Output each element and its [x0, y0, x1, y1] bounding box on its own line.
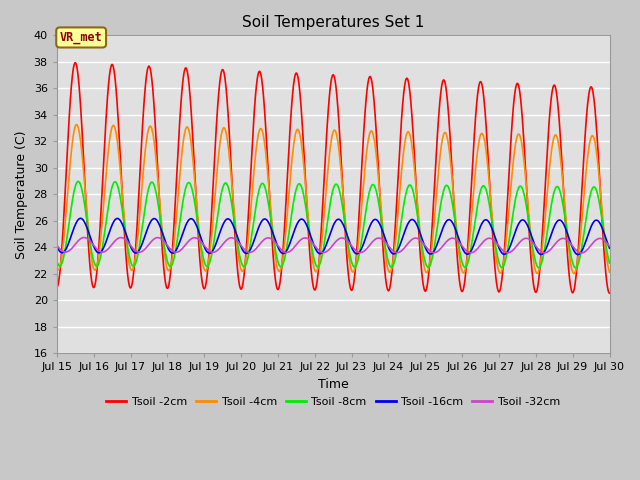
Tsoil -8cm: [605, 260, 613, 266]
Line: Tsoil -8cm: Tsoil -8cm: [57, 181, 609, 268]
Tsoil -16cm: [605, 245, 613, 251]
Tsoil -32cm: [81, 235, 89, 240]
Tsoil -8cm: [488, 221, 496, 227]
Tsoil -8cm: [590, 184, 598, 190]
Tsoil -8cm: [307, 241, 315, 247]
Tsoil -2cm: [307, 268, 315, 274]
Tsoil -2cm: [72, 60, 79, 66]
Tsoil -32cm: [605, 243, 613, 249]
Tsoil -32cm: [307, 239, 315, 244]
Tsoil -32cm: [590, 239, 598, 245]
Tsoil -2cm: [589, 93, 597, 98]
Line: Tsoil -32cm: Tsoil -32cm: [57, 238, 609, 253]
Tsoil -32cm: [80, 235, 88, 240]
Tsoil -4cm: [81, 189, 89, 195]
Tsoil -16cm: [322, 243, 330, 249]
Legend: Tsoil -2cm, Tsoil -4cm, Tsoil -8cm, Tsoil -16cm, Tsoil -32cm: Tsoil -2cm, Tsoil -4cm, Tsoil -8cm, Tsoi…: [102, 393, 564, 411]
Text: VR_met: VR_met: [60, 31, 102, 44]
Line: Tsoil -2cm: Tsoil -2cm: [57, 63, 609, 293]
Tsoil -2cm: [590, 95, 598, 100]
Tsoil -4cm: [590, 135, 598, 141]
Tsoil -4cm: [307, 246, 315, 252]
Tsoil -4cm: [590, 135, 598, 141]
Tsoil -16cm: [590, 219, 598, 225]
Title: Soil Temperatures Set 1: Soil Temperatures Set 1: [242, 15, 424, 30]
Tsoil -32cm: [53, 242, 61, 248]
Tsoil -8cm: [53, 258, 61, 264]
Y-axis label: Soil Temperature (C): Soil Temperature (C): [15, 130, 28, 259]
Tsoil -8cm: [322, 230, 330, 236]
Tsoil -2cm: [605, 290, 613, 296]
Tsoil -32cm: [488, 236, 496, 242]
Tsoil -32cm: [578, 250, 586, 256]
Tsoil -16cm: [488, 227, 496, 232]
Tsoil -2cm: [488, 228, 496, 234]
X-axis label: Time: Time: [318, 378, 349, 391]
Tsoil -4cm: [72, 122, 80, 128]
Tsoil -16cm: [53, 243, 61, 249]
Tsoil -16cm: [77, 216, 84, 221]
Tsoil -4cm: [322, 191, 330, 197]
Tsoil -4cm: [488, 215, 496, 221]
Tsoil -16cm: [590, 219, 598, 225]
Tsoil -8cm: [81, 206, 89, 212]
Tsoil -16cm: [307, 235, 315, 240]
Tsoil -16cm: [81, 221, 89, 227]
Tsoil -8cm: [74, 179, 82, 184]
Tsoil -32cm: [590, 239, 598, 245]
Line: Tsoil -16cm: Tsoil -16cm: [57, 218, 609, 254]
Tsoil -4cm: [570, 271, 578, 276]
Tsoil -2cm: [81, 189, 89, 194]
Tsoil -16cm: [574, 252, 582, 257]
Tsoil -8cm: [572, 265, 579, 271]
Tsoil -4cm: [53, 265, 61, 271]
Tsoil -2cm: [53, 284, 61, 290]
Line: Tsoil -4cm: Tsoil -4cm: [57, 125, 609, 274]
Tsoil -4cm: [605, 269, 613, 275]
Tsoil -8cm: [590, 184, 598, 190]
Tsoil -32cm: [322, 249, 330, 255]
Tsoil -2cm: [322, 145, 330, 151]
